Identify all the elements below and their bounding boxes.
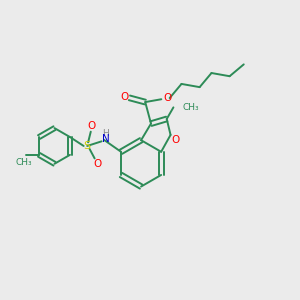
Text: H: H xyxy=(102,129,109,138)
Text: CH₃: CH₃ xyxy=(183,103,200,112)
Text: O: O xyxy=(87,121,95,131)
Text: O: O xyxy=(164,93,172,103)
Text: O: O xyxy=(120,92,128,102)
Text: O: O xyxy=(93,159,101,169)
Text: S: S xyxy=(84,141,91,151)
Text: CH₃: CH₃ xyxy=(16,158,32,167)
Text: N: N xyxy=(102,134,109,144)
Text: O: O xyxy=(172,135,180,145)
